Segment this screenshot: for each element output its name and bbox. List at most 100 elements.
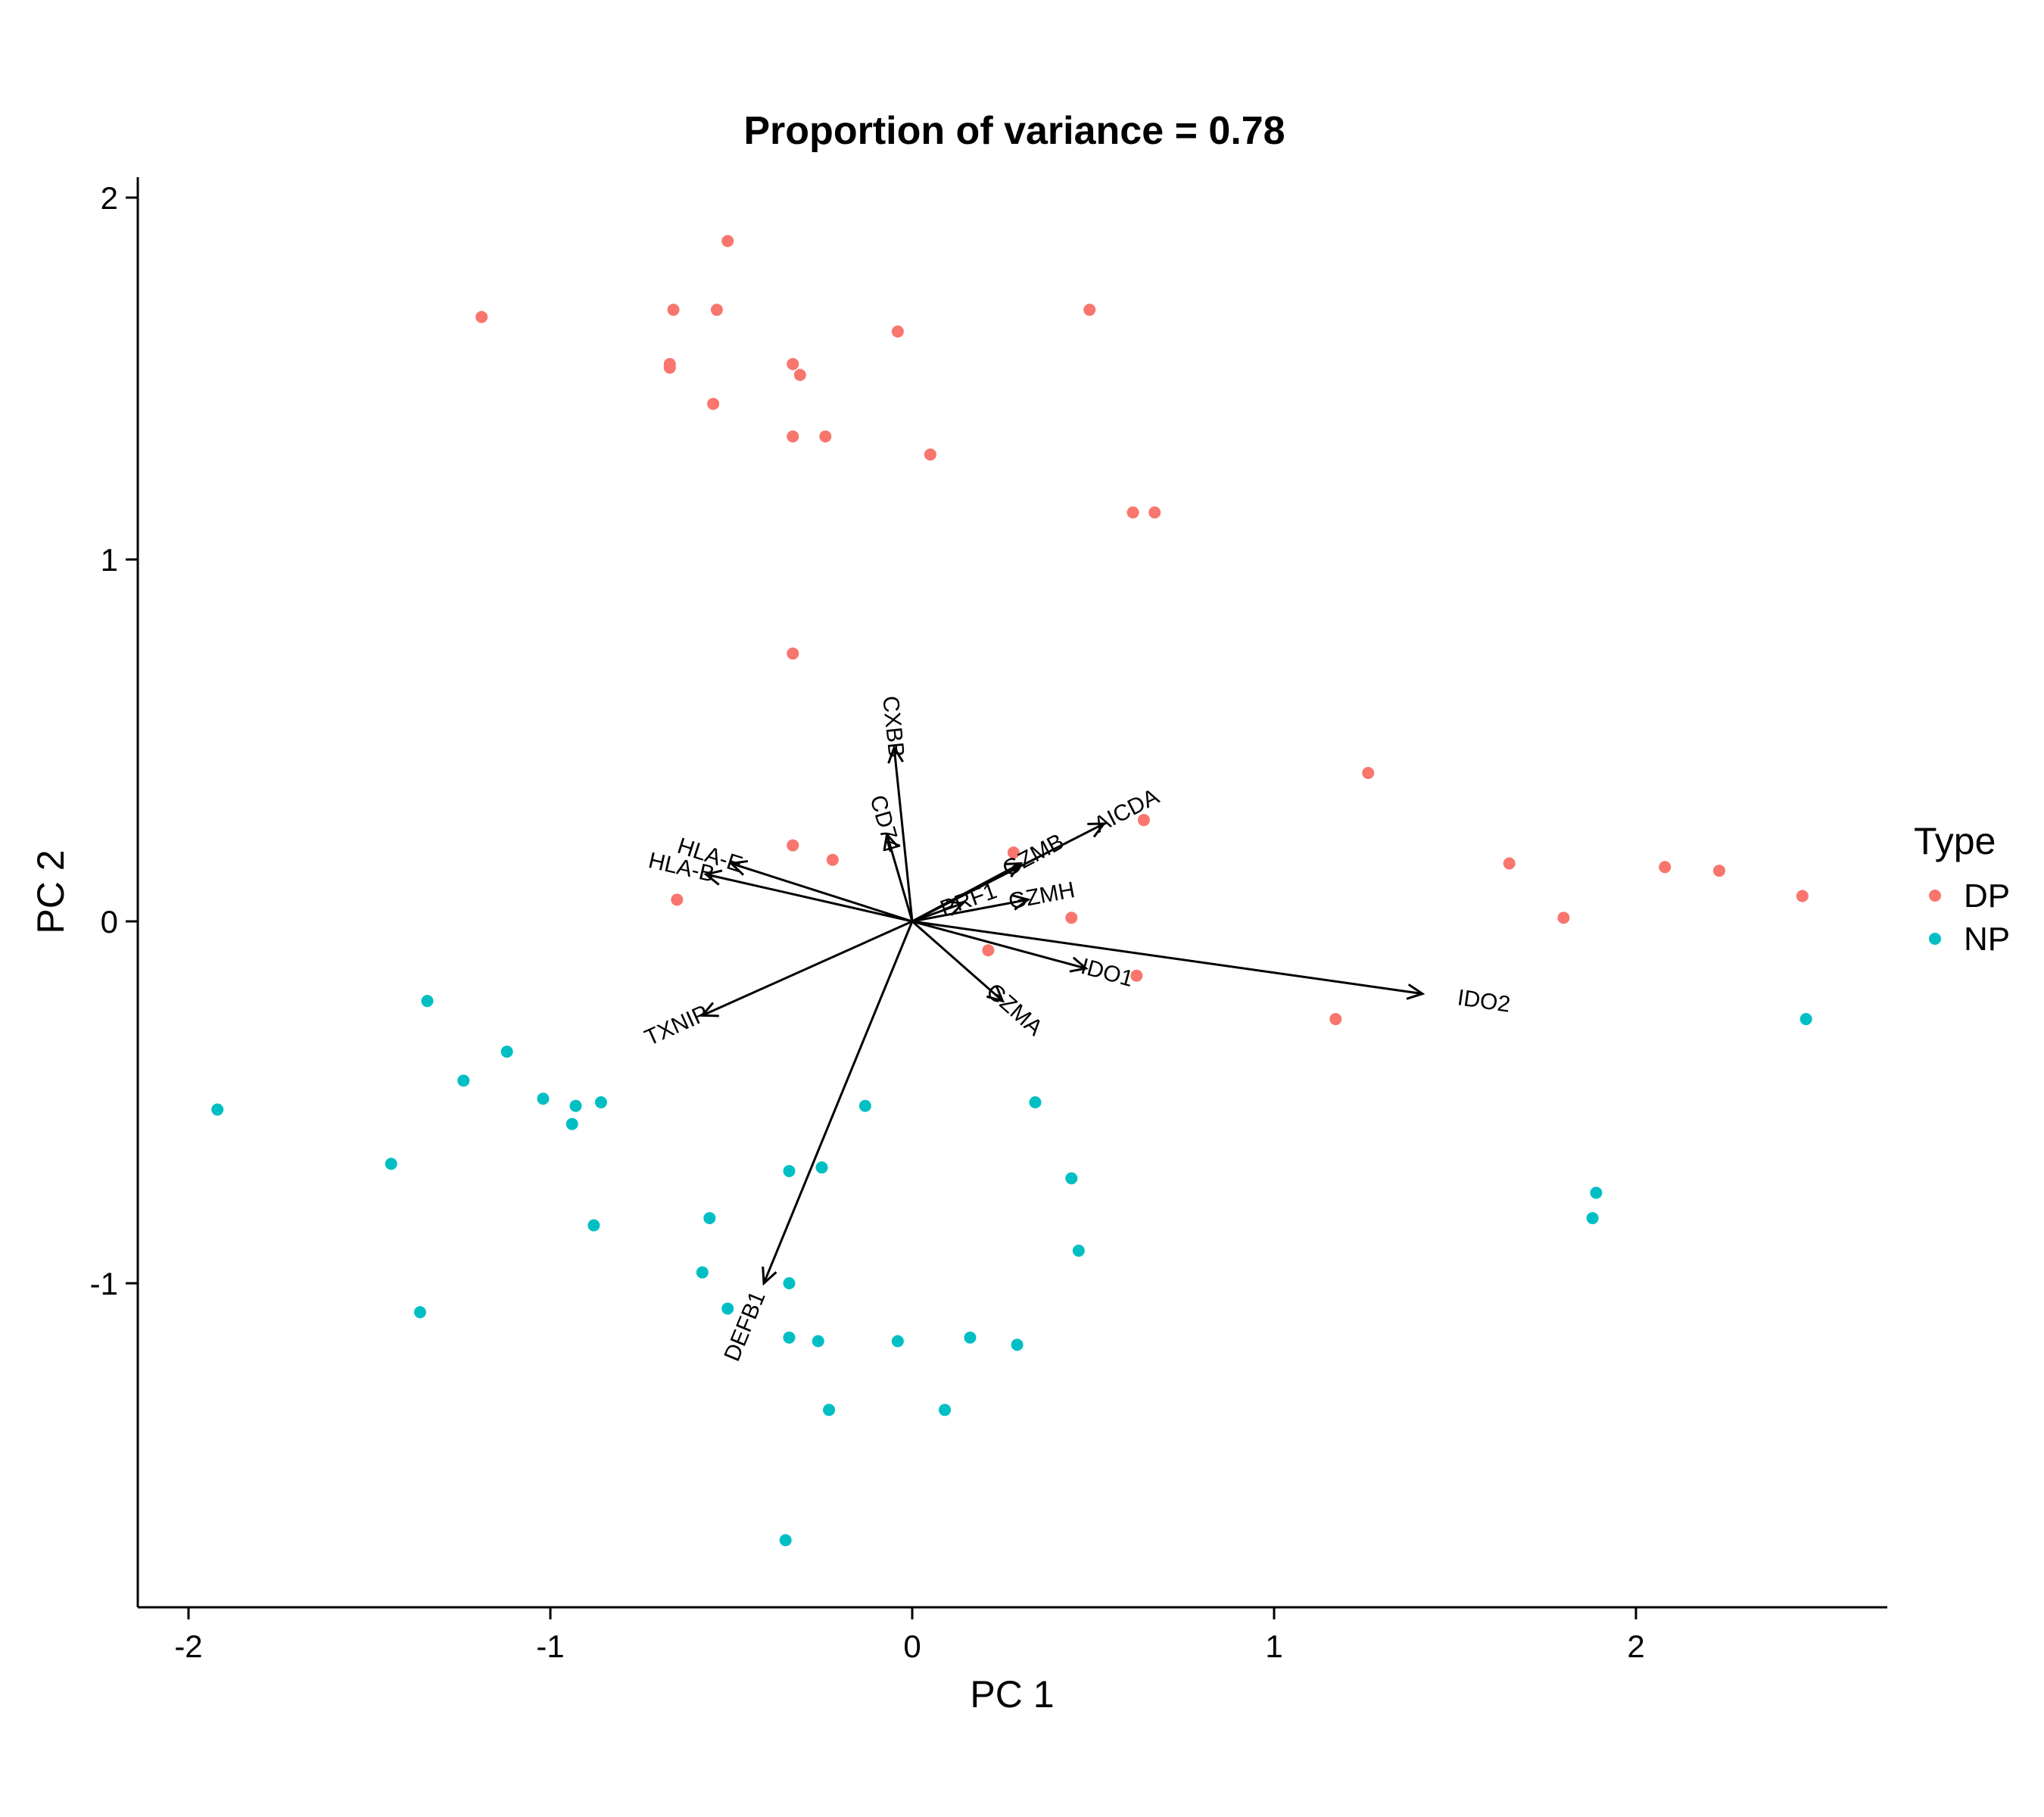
point-np bbox=[566, 1117, 578, 1130]
point-np bbox=[457, 1074, 470, 1087]
point-np bbox=[569, 1099, 582, 1112]
point-dp bbox=[1126, 506, 1139, 519]
point-dp bbox=[787, 357, 799, 370]
point-dp bbox=[1659, 861, 1672, 874]
point-dp bbox=[787, 839, 799, 852]
y-tick-label: 1 bbox=[101, 542, 118, 578]
point-np bbox=[500, 1046, 513, 1058]
loading-arrowhead bbox=[986, 985, 1005, 1003]
point-np bbox=[815, 1161, 828, 1174]
point-dp bbox=[1796, 890, 1809, 902]
point-dp bbox=[710, 304, 723, 316]
loading-vector bbox=[706, 873, 913, 923]
point-dp bbox=[475, 310, 488, 323]
point-np bbox=[703, 1211, 716, 1224]
loading-vector bbox=[702, 920, 913, 1017]
chart-title: Proportion of variance = 0.78 bbox=[743, 109, 1285, 153]
point-np bbox=[587, 1219, 600, 1232]
point-dp bbox=[1557, 912, 1570, 924]
point-np bbox=[385, 1158, 397, 1170]
point-dp bbox=[1148, 506, 1161, 519]
loading-arrowhead bbox=[703, 869, 723, 886]
point-np bbox=[1586, 1211, 1599, 1224]
loading-vector bbox=[762, 921, 914, 1284]
x-tick-label: -2 bbox=[174, 1628, 202, 1664]
point-dp bbox=[787, 647, 799, 660]
y-axis-title: PC 2 bbox=[30, 849, 72, 933]
y-tick-label: -1 bbox=[90, 1266, 118, 1301]
point-dp bbox=[671, 893, 684, 906]
point-np bbox=[1072, 1244, 1085, 1257]
point-dp bbox=[1503, 857, 1516, 870]
loading-arrowhead bbox=[1069, 956, 1089, 973]
point-np bbox=[594, 1096, 607, 1108]
loading-vector bbox=[893, 747, 914, 922]
x-axis-title: PC 1 bbox=[970, 1673, 1054, 1716]
loading-vector bbox=[911, 902, 964, 923]
point-np bbox=[211, 1103, 224, 1116]
loading-arrowhead bbox=[1406, 983, 1426, 1000]
point-dp bbox=[1130, 969, 1143, 982]
point-np bbox=[721, 1302, 734, 1315]
point-dp bbox=[707, 397, 720, 410]
point-np bbox=[783, 1277, 796, 1289]
loading-vector bbox=[911, 920, 1004, 1002]
x-tick-label: 0 bbox=[903, 1628, 921, 1664]
point-dp bbox=[1083, 304, 1096, 316]
point-dp bbox=[667, 304, 680, 316]
point-dp bbox=[663, 361, 676, 374]
loading-arrowhead bbox=[762, 1266, 777, 1286]
legend-label-np: NP bbox=[1964, 921, 2010, 958]
loading-arrowhead bbox=[1011, 894, 1031, 911]
point-np bbox=[1065, 1172, 1078, 1185]
loading-vector bbox=[911, 920, 1086, 970]
point-dp bbox=[891, 325, 904, 338]
loading-arrowhead bbox=[883, 831, 899, 852]
x-tick-label: 2 bbox=[1627, 1628, 1644, 1664]
x-tick-label: 1 bbox=[1265, 1628, 1282, 1664]
point-np bbox=[696, 1266, 709, 1279]
point-np bbox=[964, 1331, 977, 1344]
loading-vector bbox=[911, 920, 1423, 996]
point-np bbox=[421, 995, 434, 1008]
legend-label-dp: DP bbox=[1964, 877, 2010, 915]
point-np bbox=[537, 1092, 550, 1105]
point-np bbox=[783, 1331, 796, 1344]
point-dp bbox=[819, 430, 832, 443]
point-np bbox=[413, 1306, 426, 1319]
point-dp bbox=[1007, 846, 1020, 859]
point-np bbox=[823, 1404, 836, 1417]
point-dp bbox=[1137, 814, 1150, 827]
loading-vector bbox=[911, 898, 1029, 923]
y-tick-label: 0 bbox=[101, 904, 118, 940]
loading-arrowhead bbox=[1004, 862, 1024, 878]
point-dp bbox=[924, 448, 936, 461]
point-dp bbox=[787, 430, 799, 443]
legend: Type DP NP bbox=[1914, 820, 2010, 958]
loading-vector bbox=[886, 834, 914, 922]
point-np bbox=[1029, 1096, 1042, 1108]
loading-vector bbox=[911, 862, 1022, 923]
point-np bbox=[812, 1335, 824, 1348]
point-dp bbox=[721, 235, 734, 248]
data-points bbox=[211, 235, 1812, 1547]
y-axis-ticks: -1 0 1 2 bbox=[90, 180, 138, 1301]
loading-arrowhead bbox=[1087, 822, 1107, 838]
x-tick-label: -1 bbox=[536, 1628, 564, 1664]
loading-arrowhead bbox=[946, 900, 966, 916]
point-np bbox=[779, 1534, 792, 1547]
point-dp bbox=[1065, 912, 1078, 924]
point-dp bbox=[1329, 1013, 1342, 1026]
point-dp bbox=[793, 369, 806, 382]
loading-arrowhead bbox=[728, 859, 748, 876]
point-dp bbox=[982, 944, 995, 957]
point-dp bbox=[1712, 865, 1725, 877]
point-np bbox=[783, 1164, 796, 1177]
loading-vector bbox=[731, 862, 913, 923]
loading-arrowhead bbox=[887, 745, 904, 764]
y-tick-label: 2 bbox=[101, 180, 118, 216]
point-np bbox=[939, 1404, 952, 1417]
